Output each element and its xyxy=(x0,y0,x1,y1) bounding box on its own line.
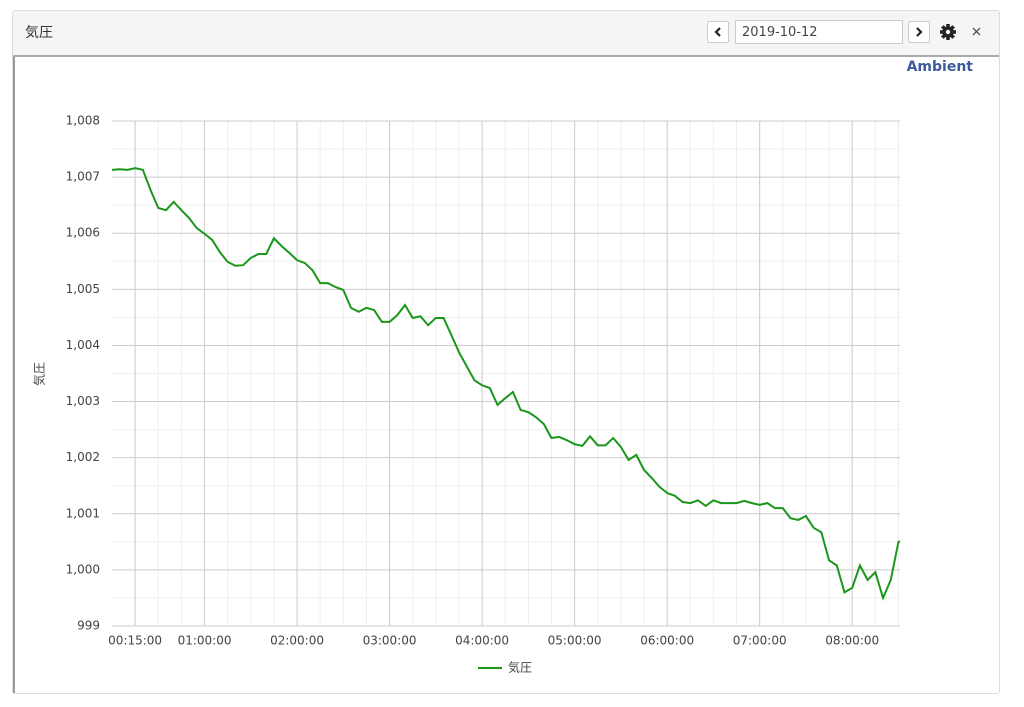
x-tick-label: 01:00:00 xyxy=(178,634,232,648)
x-tick-label: 02:00:00 xyxy=(270,634,324,648)
prev-day-button[interactable] xyxy=(707,21,729,43)
panel: 気圧 2019-10-12 xyxy=(12,10,1000,694)
legend-label: 気圧 xyxy=(508,660,532,675)
x-tick-label: 05:00:00 xyxy=(548,634,602,648)
line-series xyxy=(111,167,901,601)
x-tick-label: 07:00:00 xyxy=(733,634,787,648)
y-tick-label: 1,001 xyxy=(66,506,100,520)
chart-area xyxy=(13,57,999,693)
x-tick-label: 00:15:00 xyxy=(108,634,162,648)
y-tick-label: 1,005 xyxy=(66,282,100,296)
panel-title: 気圧 xyxy=(25,25,53,41)
y-tick-label: 999 xyxy=(77,619,100,633)
y-tick-label: 1,004 xyxy=(66,338,100,352)
panel-header: 気圧 2019-10-12 xyxy=(13,11,999,57)
x-tick-label: 04:00:00 xyxy=(455,634,509,648)
next-day-button[interactable] xyxy=(908,21,930,43)
date-input[interactable]: 2019-10-12 xyxy=(735,20,903,44)
x-tick-label: 06:00:00 xyxy=(640,634,694,648)
y-tick-label: 1,002 xyxy=(66,450,100,464)
y-tick-label: 1,007 xyxy=(66,170,100,184)
y-tick-label: 1,003 xyxy=(66,394,100,408)
icon xyxy=(916,27,923,37)
y-tick-label: 1,006 xyxy=(66,226,100,240)
x-tick-label: 08:00:00 xyxy=(825,634,879,648)
y-axis-label: 気圧 xyxy=(32,362,47,386)
y-tick-label: 1,000 xyxy=(66,562,100,576)
icon xyxy=(714,27,721,37)
settings-button[interactable] xyxy=(939,23,957,41)
close-button[interactable] xyxy=(971,26,983,38)
y-tick-label: 1,008 xyxy=(66,114,100,128)
chart-subtitle: Ambient xyxy=(907,59,974,75)
x-tick-label: 03:00:00 xyxy=(363,634,417,648)
